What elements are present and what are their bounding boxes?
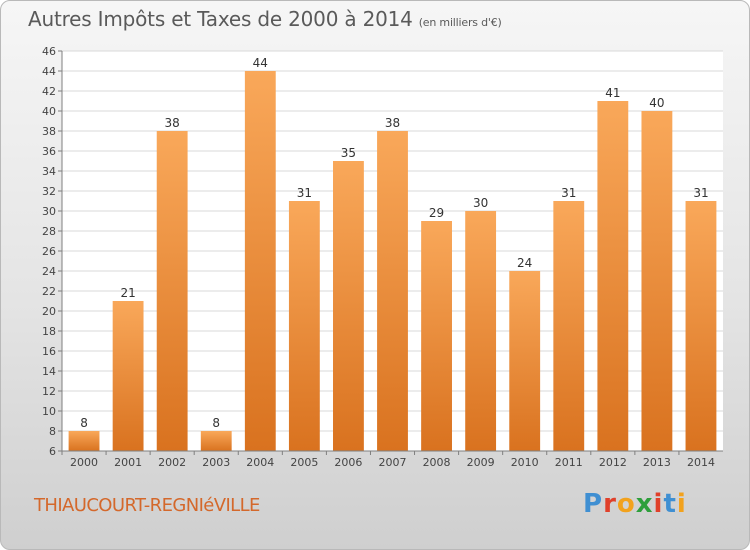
chart-title-text: Autres Impôts et Taxes de 2000 à 2014 xyxy=(28,7,413,31)
x-tick-label: 2005 xyxy=(290,456,318,469)
data-label: 38 xyxy=(165,116,180,130)
data-label: 38 xyxy=(385,116,400,130)
bar-2006 xyxy=(333,161,364,451)
y-tick-label: 30 xyxy=(42,205,56,218)
data-label: 35 xyxy=(341,146,356,160)
y-tick-label: 10 xyxy=(42,405,56,418)
y-tick-label: 32 xyxy=(42,185,56,198)
y-tick-label: 42 xyxy=(42,85,56,98)
data-label: 24 xyxy=(517,256,532,270)
bar-2004 xyxy=(244,71,276,451)
y-tick-label: 26 xyxy=(42,245,56,258)
x-tick-label: 2002 xyxy=(158,456,186,469)
bar-2011 xyxy=(553,201,585,451)
x-tick-label: 2000 xyxy=(70,456,98,469)
y-tick-label: 40 xyxy=(42,105,56,118)
y-tick-label: 16 xyxy=(42,345,56,358)
y-tick-label: 18 xyxy=(42,325,56,338)
data-label: 29 xyxy=(429,206,444,220)
y-tick-label: 34 xyxy=(42,165,56,178)
data-label: 40 xyxy=(649,96,664,110)
data-label: 30 xyxy=(473,196,488,210)
logo-letter: r xyxy=(603,489,617,519)
x-tick-label: 2014 xyxy=(687,456,715,469)
bar-2013 xyxy=(641,111,673,451)
data-label: 31 xyxy=(297,186,312,200)
x-tick-label: 2010 xyxy=(511,456,539,469)
y-tick-label: 44 xyxy=(42,65,56,78)
y-tick-label: 20 xyxy=(42,305,56,318)
x-tick-label: 2013 xyxy=(643,456,671,469)
y-tick-label: 46 xyxy=(42,45,56,58)
chart-subtitle: (en milliers d'€) xyxy=(418,16,502,29)
bar-2014 xyxy=(685,201,717,451)
y-tick-label: 22 xyxy=(42,285,56,298)
data-label: 41 xyxy=(605,86,620,100)
proxiti-logo: Proxiti xyxy=(583,489,687,519)
logo-letter: i xyxy=(653,489,664,519)
bar-2010 xyxy=(509,271,541,451)
x-tick-label: 2012 xyxy=(599,456,627,469)
x-tick-label: 2004 xyxy=(246,456,274,469)
data-label: 8 xyxy=(212,416,220,430)
y-tick-label: 36 xyxy=(42,145,56,158)
bars xyxy=(61,71,717,455)
x-tick-label: 2011 xyxy=(555,456,583,469)
x-tick-label: 2006 xyxy=(334,456,362,469)
data-label: 8 xyxy=(80,416,88,430)
bar-2002 xyxy=(156,131,188,451)
axes xyxy=(61,51,723,452)
y-tick-label: 38 xyxy=(42,125,56,138)
data-labels: 8 21 38 8 44 31 35 38 29 30 24 31 41 40 31 xyxy=(80,56,708,430)
y-tick-label: 28 xyxy=(42,225,56,238)
bar-2012 xyxy=(597,101,629,451)
logo-letter: P xyxy=(583,489,604,519)
commune-name: THIAUCOURT-REGNIéVILLE xyxy=(34,495,260,516)
bar-2003 xyxy=(200,431,232,451)
y-tick-label: 24 xyxy=(42,265,56,278)
bar-2007 xyxy=(377,131,408,451)
logo-letter: o xyxy=(616,489,636,519)
logo-letter: t xyxy=(663,489,677,519)
data-label: 31 xyxy=(561,186,576,200)
data-label: 21 xyxy=(120,286,135,300)
y-tick-label: 14 xyxy=(42,365,56,378)
bar-2001 xyxy=(112,301,144,451)
bar-2000 xyxy=(68,431,100,451)
y-tick-label: 8 xyxy=(49,425,56,438)
x-tick-label: 2009 xyxy=(467,456,495,469)
y-tick-labels: 6 8 10 12 14 16 18 20 22 24 26 28 30 32 34 36 38 40 42 44 46 xyxy=(42,45,56,458)
x-tick-label: 2007 xyxy=(379,456,407,469)
logo-letter: x xyxy=(635,489,654,519)
logo-letter: i xyxy=(676,489,687,519)
bar-2008 xyxy=(421,221,452,451)
chart-title: Autres Impôts et Taxes de 2000 à 2014 (en… xyxy=(28,7,502,31)
x-tick-label: 2008 xyxy=(423,456,451,469)
y-tick-label: 12 xyxy=(42,385,56,398)
data-label: 44 xyxy=(253,56,268,70)
bar-2009 xyxy=(465,211,497,451)
y-tick-label: 6 xyxy=(49,445,56,458)
data-label: 31 xyxy=(693,186,708,200)
x-tick-labels: 2000 2001 2002 2003 2004 2005 2006 2007 2008 2009… xyxy=(70,456,715,469)
x-tick-label: 2001 xyxy=(114,456,142,469)
x-tick-label: 2003 xyxy=(202,456,230,469)
bar-2005 xyxy=(288,201,320,451)
